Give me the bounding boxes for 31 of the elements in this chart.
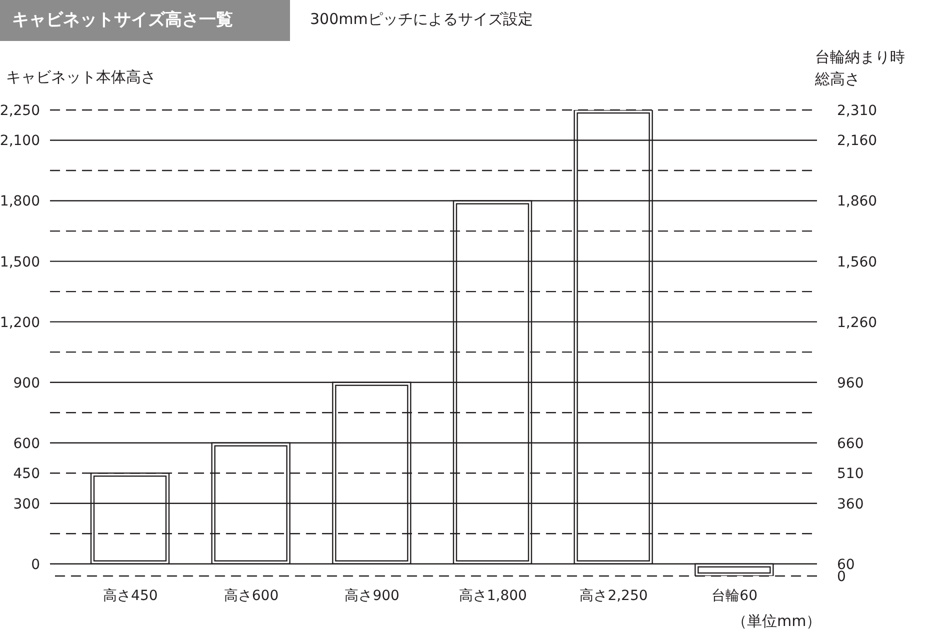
y2-axis-title: 台輪納まり時総高さ	[815, 47, 906, 90]
y2-tick-label: 1,260	[837, 314, 878, 331]
x-tick-label: 高さ2,250	[580, 588, 648, 604]
y-tick-label: 450	[13, 466, 40, 482]
x-tick-label: 高さ600	[224, 588, 279, 604]
y2-tick-label: 1,560	[837, 254, 878, 270]
y2-tick-label: 0	[837, 568, 846, 585]
y-tick-label: 300	[13, 496, 40, 512]
y-tick-label: 900	[13, 375, 40, 392]
y2-tick-label: 2,160	[837, 133, 878, 150]
text: （単位mm）	[732, 612, 822, 631]
y-tick-label: 1,200	[0, 314, 40, 331]
x-tick-label: 高さ900	[344, 588, 400, 604]
y2-tick-label: 2,310	[837, 102, 878, 119]
y-tick-label: 2,250	[0, 102, 40, 119]
x-tick-label: 台輪60	[712, 588, 758, 604]
y-axis-title: キャビネット本体高さ	[6, 68, 156, 87]
x-tick-label: 高さ1,800	[458, 588, 527, 604]
x-tick-label: 高さ450	[103, 588, 158, 604]
y-tick-label: 0	[31, 556, 40, 573]
y-tick-label: 1,500	[0, 254, 40, 270]
y2-tick-label: 960	[837, 375, 864, 392]
y-tick-label: 600	[13, 436, 40, 452]
y2-tick-label: 510	[837, 466, 864, 482]
chart-subtitle: 300mmピッチによるサイズ設定	[310, 10, 533, 29]
y-tick-label: 2,100	[0, 133, 40, 150]
y2-tick-label: 360	[837, 496, 864, 512]
y2-tick-label: 1,860	[837, 194, 878, 210]
chart-title: キャビネットサイズ高さ一覧	[0, 0, 290, 41]
y-tick-label: 1,800	[0, 194, 40, 210]
y2-tick-label: 660	[837, 436, 864, 452]
